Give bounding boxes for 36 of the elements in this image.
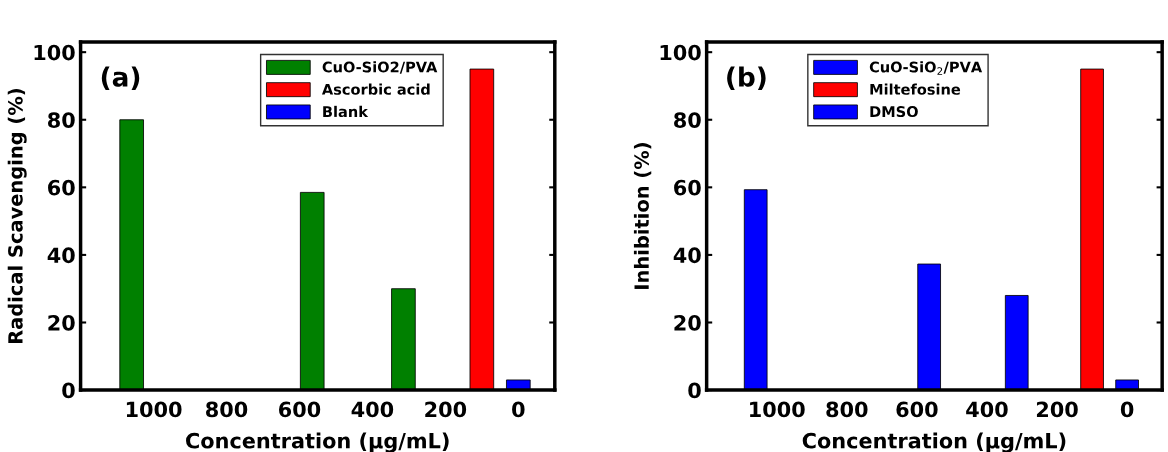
y-tick-label: 80 bbox=[48, 112, 75, 128]
x-axis-title: Concentration (µg/mL) bbox=[802, 432, 1066, 452]
legend-label: DMSO bbox=[870, 106, 918, 118]
x-tick-label: 800 bbox=[826, 401, 868, 418]
y-tick-label: 60 bbox=[674, 179, 701, 196]
legend-label: CuO-SiO$_{2}$/PVA bbox=[869, 61, 983, 75]
y-tick-label: 0 bbox=[688, 382, 701, 399]
x-tick-label: 0 bbox=[1120, 401, 1134, 418]
x-tick-label: 400 bbox=[966, 401, 1008, 418]
y-tick-label: 100 bbox=[34, 44, 75, 61]
y-tick-label: 60 bbox=[48, 179, 75, 196]
x-tick-label: 400 bbox=[351, 401, 394, 418]
x-tick-label: 800 bbox=[206, 401, 248, 418]
x-tick-label: 200 bbox=[1036, 401, 1078, 418]
y-tick-label: 80 bbox=[674, 112, 701, 128]
x-tick-label: 600 bbox=[279, 401, 321, 418]
x-tick-label: 1000 bbox=[750, 401, 805, 418]
legend-label: Miltefosine bbox=[870, 83, 961, 95]
legend-label: CuO-SiO2/PVA bbox=[322, 61, 438, 74]
legend-label: Ascorbic acid bbox=[321, 83, 430, 95]
x-tick-label: 1000 bbox=[126, 401, 182, 418]
y-tick-label: 20 bbox=[674, 314, 701, 331]
y-tick-label: 40 bbox=[673, 247, 701, 264]
x-tick-label: 0 bbox=[512, 401, 525, 418]
x-tick-label: 200 bbox=[425, 401, 467, 418]
legend-label: Blank bbox=[323, 105, 369, 118]
y-tick-label: 0 bbox=[62, 382, 75, 399]
y-tick-label: 100 bbox=[660, 44, 701, 61]
y-tick-label: 20 bbox=[48, 314, 75, 331]
y-axis-title: Inhibition (%) bbox=[633, 143, 652, 289]
x-tick-label: 600 bbox=[896, 401, 938, 418]
annotation: (b) bbox=[727, 66, 766, 90]
y-axis-title: Radical Scavenging (%) bbox=[7, 88, 27, 344]
annotation: (a) bbox=[101, 66, 140, 90]
y-tick-label: 40 bbox=[47, 247, 75, 264]
x-axis-title: Concentration (µg/mL) bbox=[186, 432, 449, 452]
